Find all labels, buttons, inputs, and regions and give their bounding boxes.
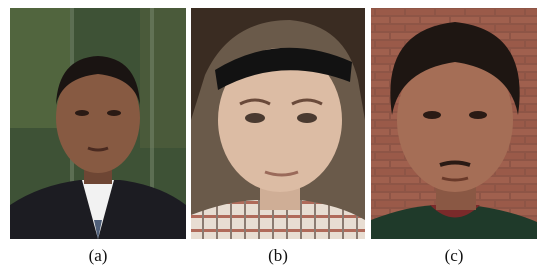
photo-a bbox=[10, 8, 186, 239]
page: {"panels": [{"label": "(a)"}, {"label": … bbox=[0, 0, 547, 269]
panel-label: (c) bbox=[445, 246, 464, 265]
photo-b bbox=[191, 8, 365, 239]
figure: (a) (b) (c) bbox=[0, 0, 547, 269]
panel-label: (a) bbox=[89, 246, 108, 265]
photo-c bbox=[371, 8, 537, 239]
panel-label: (b) bbox=[268, 246, 288, 265]
